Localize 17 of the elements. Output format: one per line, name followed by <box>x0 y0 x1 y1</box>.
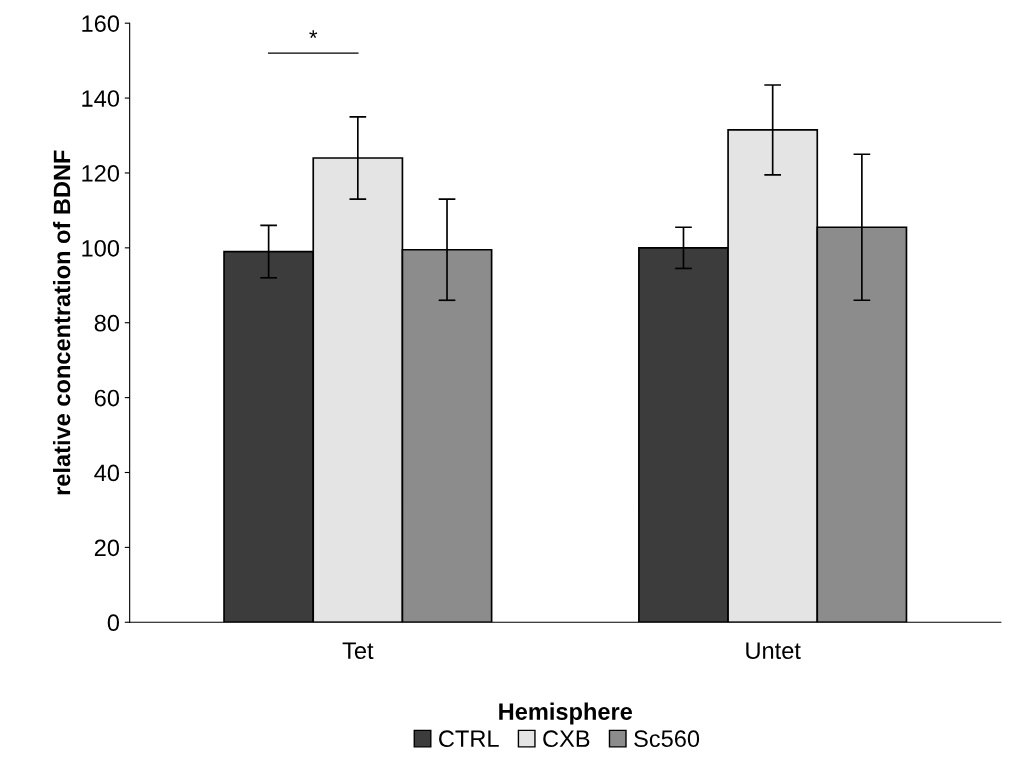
x-tick-label: Tet <box>342 642 374 660</box>
legend-label: CXB <box>543 730 590 748</box>
y-tick-label: 160 <box>82 15 120 32</box>
y-tick-label: 120 <box>82 165 120 182</box>
y-tick-label: 40 <box>94 464 120 482</box>
x-axis-title: Hemisphere <box>499 702 633 725</box>
y-tick-label: 0 <box>107 614 120 632</box>
y-tick-label: 20 <box>94 539 120 557</box>
y-tick-label: 100 <box>82 239 120 257</box>
legend-label: Sc560 <box>634 730 700 748</box>
x-tick-label: Untet <box>746 642 801 660</box>
legend-label: CTRL <box>439 730 499 748</box>
y-tick-label: 140 <box>82 90 120 107</box>
annotation: * <box>309 30 318 39</box>
y-axis-title: relative concentration of BDNF <box>52 150 71 495</box>
y-tick-label: 80 <box>94 314 120 332</box>
y-tick-label: 60 <box>94 389 120 407</box>
